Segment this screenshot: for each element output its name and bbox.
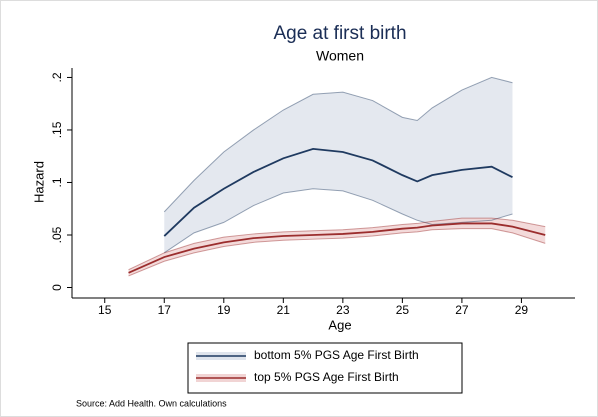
y-tick-label: .2 [50,72,64,82]
x-axis-label: Age [328,317,351,332]
band-edge [163,76,513,213]
y-tick-label: .05 [50,226,64,243]
x-tick-label: 15 [98,303,112,317]
x-tick-label: 29 [515,303,529,317]
x-tick-label: 21 [277,303,291,317]
line [128,222,546,274]
x-tick-label: 27 [455,303,469,317]
x-tick-label: 17 [158,303,172,317]
legend-label: top 5% PGS Age First Birth [254,370,399,384]
y-axis-label: Hazard [31,161,46,203]
y-tick-label: .15 [50,121,64,138]
x-tick-label: 19 [217,303,231,317]
source-note: Source: Add Health. Own calculations [76,398,227,408]
y-tick-label: .1 [50,177,64,187]
y-tick-label: 0 [50,284,64,291]
band-edge [128,217,546,271]
chart-subtitle: Women [316,48,364,64]
confidence-band [128,218,546,276]
chart-title: Age at first birth [273,23,406,44]
x-tick-label: 23 [336,303,350,317]
x-tick-label: 25 [396,303,410,317]
legend-label: bottom 5% PGS Age First Birth [254,348,419,362]
confidence-band [164,77,513,253]
band-edge [128,228,546,277]
legend-box [187,342,463,394]
line [163,147,513,237]
band-edge [163,188,513,254]
